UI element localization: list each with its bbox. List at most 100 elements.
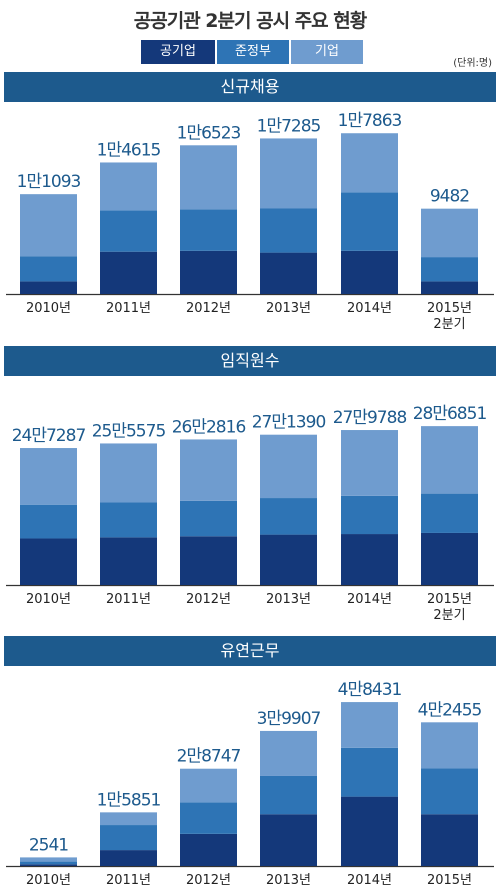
bar-segment-gonggieop (341, 796, 398, 866)
chart-flexible-work: 2541 2010년 1만5851 2011년 2만8747 2012년 3만9907 201… (6, 680, 494, 888)
bar-segment-junjeongbu (421, 493, 478, 533)
section-title-employees: 임직원수 (4, 346, 496, 376)
value-label: 4만8431 (338, 680, 402, 700)
category-label: 2015년 (427, 873, 472, 888)
category-label: 2010년 (26, 301, 71, 316)
bar-segment-gonggieop (180, 833, 237, 866)
category-label: 2010년 (26, 592, 71, 607)
bar-segment-gieop (260, 434, 317, 499)
value-label: 28만6851 (413, 404, 487, 424)
bar-segment-junjeongbu (20, 504, 77, 539)
value-label: 1만1093 (17, 172, 81, 192)
bar-segment-gieop (421, 722, 478, 769)
bar-segment-gonggieop (20, 864, 77, 866)
chart-new-hires: 1만1093 2010년 1만4615 2011년 1만6523 2012년 1만7285 2… (6, 111, 494, 332)
bar-segment-gieop (421, 426, 478, 494)
bar-segment-junjeongbu (20, 256, 77, 282)
bar-segment-gonggieop (100, 251, 157, 294)
value-label: 1만7285 (257, 116, 321, 136)
value-label: 2만8747 (177, 747, 241, 767)
bar-segment-gieop (421, 208, 478, 258)
bar-segment-junjeongbu (180, 500, 237, 537)
bar-segment-gonggieop (260, 814, 317, 866)
bar-segment-gieop (341, 133, 398, 193)
value-label: 26만2816 (172, 417, 246, 437)
category-label: 2011년 (106, 301, 151, 316)
category-label: 2011년 (106, 592, 151, 607)
legend-item-junjeongbu: 준정부 (217, 40, 289, 64)
legend-item-gieop: 기업 (291, 40, 363, 64)
bar-segment-junjeongbu (180, 209, 237, 251)
value-label: 1만6523 (177, 123, 241, 143)
bar-segment-junjeongbu (260, 208, 317, 253)
page-title: 공공기관 2분기 공시 주요 현황 (133, 10, 367, 32)
bar-segment-gieop (260, 138, 317, 209)
legend-item-gonggieop: 공기업 (141, 40, 215, 64)
bar-segment-gieop (341, 430, 398, 496)
category-label: 2014년 (347, 301, 392, 316)
section-title-new-hires: 신규채용 (4, 72, 496, 102)
bar-segment-junjeongbu (421, 768, 478, 815)
bar-segment-junjeongbu (100, 502, 157, 538)
value-label: 1만4615 (97, 140, 161, 160)
category-label: 2014년 (347, 592, 392, 607)
bar-segment-gieop (180, 439, 237, 501)
category-label: 2013년 (266, 873, 311, 888)
bar-segment-gonggieop (260, 252, 317, 294)
bar-segment-gieop (20, 194, 77, 257)
bar-segment-gonggieop (260, 534, 317, 585)
bar-segment-gonggieop (421, 281, 478, 294)
category-label: 2015년 2분기 (427, 301, 472, 332)
category-label: 2013년 (266, 592, 311, 607)
value-label: 27만9788 (333, 408, 407, 428)
bar-segment-junjeongbu (260, 498, 317, 535)
bar-segment-gieop (180, 145, 237, 210)
category-label: 2011년 (106, 873, 151, 888)
bar-segment-junjeongbu (421, 257, 478, 282)
value-label: 24만7287 (12, 426, 86, 446)
category-label: 2014년 (347, 873, 392, 888)
bar-segment-gieop (20, 857, 77, 862)
unit-label: (단위:명) (453, 58, 492, 69)
value-label: 1만7863 (338, 111, 402, 131)
bar-segment-gonggieop (180, 250, 237, 294)
value-label: 1만5851 (97, 790, 161, 810)
bar-segment-gieop (180, 768, 237, 803)
category-label: 2010년 (26, 873, 71, 888)
category-label: 2015년 2분기 (427, 592, 472, 623)
value-label: 9482 (430, 187, 469, 207)
value-label: 25만5575 (92, 421, 166, 441)
bar-segment-junjeongbu (20, 861, 77, 865)
bar-segment-gonggieop (100, 850, 157, 866)
category-label: 2012년 (186, 592, 231, 607)
bar-segment-gonggieop (180, 536, 237, 585)
bar-segment-gonggieop (341, 250, 398, 294)
category-label: 2013년 (266, 301, 311, 316)
bar-segment-junjeongbu (341, 495, 398, 535)
legend: 공기업 준정부 기업 (141, 40, 363, 64)
bar-segment-gonggieop (421, 532, 478, 585)
bar-segment-junjeongbu (341, 192, 398, 251)
bar-segment-gieop (341, 702, 398, 748)
category-label: 2012년 (186, 301, 231, 316)
bar-segment-gonggieop (421, 814, 478, 866)
value-label: 27만1390 (252, 413, 326, 433)
bar-segment-gonggieop (100, 537, 157, 585)
bar-segment-gonggieop (341, 534, 398, 585)
bar-segment-gieop (100, 812, 157, 826)
bar-segment-junjeongbu (100, 825, 157, 851)
chart-employees: 24만7287 2010년 25만5575 2011년 26만2816 2012년 27만1… (6, 404, 494, 623)
category-label: 2012년 (186, 873, 231, 888)
value-label: 4만2455 (418, 700, 482, 720)
bar-segment-junjeongbu (341, 747, 398, 797)
bar-segment-gonggieop (20, 281, 77, 294)
section-title-flexible-work: 유연근무 (4, 636, 496, 666)
bar-segment-gieop (100, 162, 157, 211)
bar-segment-gieop (100, 443, 157, 503)
bar-segment-junjeongbu (260, 775, 317, 815)
value-label: 3만9907 (257, 709, 321, 729)
value-label: 2541 (29, 835, 68, 855)
bar-segment-gieop (260, 730, 317, 776)
bar-segment-junjeongbu (100, 210, 157, 252)
bar-segment-junjeongbu (180, 802, 237, 834)
